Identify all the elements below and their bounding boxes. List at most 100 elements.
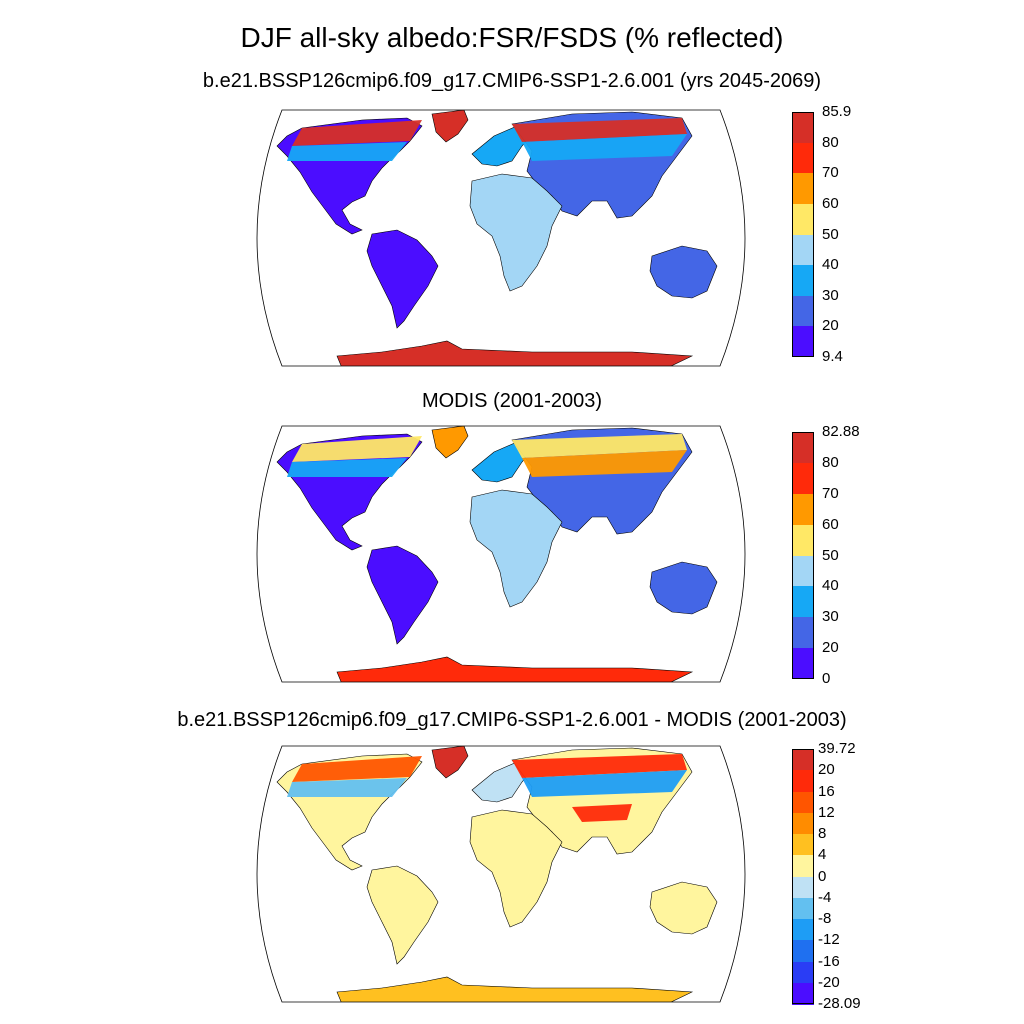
colorbar-swatch [792,940,814,963]
antarctica-region [336,976,694,1002]
colorbar-swatch [792,432,814,463]
colorbar-tick-label: 20 [822,317,839,335]
colorbar-tick-label: 9.4 [822,348,843,365]
colorbar-swatch [792,897,814,920]
high-latitude-band [522,770,687,797]
colorbar-tick-label: 60 [822,515,839,533]
modis-albedo-map [256,425,746,683]
greenland-region [431,110,469,143]
colorbar-tick-label: 16 [818,782,835,800]
europe-region [471,441,533,483]
colorbar-swatch [792,326,814,358]
africa-region [469,489,563,608]
colorbar-tick-label: 20 [822,639,839,657]
high-latitude-band [287,142,407,161]
colorbar-tick-label: 60 [822,194,839,212]
difference-albedo-map [256,745,746,1003]
greenland-region [431,746,469,779]
colorbar-swatch [792,648,814,680]
high-latitude-band [292,120,422,146]
europe-region [471,761,533,803]
map-projection-frame [256,109,746,367]
colorbar-swatch [792,749,814,771]
colorbar-tick-label: 4 [818,846,827,864]
colorbar-swatch [792,982,814,1005]
colorbar-tick-label: 12 [818,803,835,821]
colorbar-tick-label: 70 [822,164,839,182]
colorbar-swatch [792,265,814,297]
colorbar-swatch [792,961,814,984]
colorbar-tick-label: 70 [822,484,839,502]
colorbar-tick-label: 40 [822,256,839,274]
colorbar-swatch [792,203,814,235]
antarctica-region [336,656,694,682]
panel-3-subtitle: b.e21.BSSP126cmip6.f09_g17.CMIP6-SSP1-2.… [177,709,847,731]
colorbar-swatch [792,142,814,174]
colorbar-tick-label: 40 [822,577,839,595]
south-america-region [366,229,439,329]
australia-region [649,881,718,935]
colorbar-swatch [792,617,814,649]
high-latitude-band [287,458,407,477]
colorbar-swatch [792,462,814,494]
colorbar-tick-label: 39.72 [818,740,856,757]
high-latitude-band [522,134,687,161]
europe-region [471,125,533,167]
colorbar-tick-label: 30 [822,286,839,304]
colorbar-tick-label: 80 [822,133,839,151]
colorbar-tick-label: -16 [818,952,840,970]
africa-region [469,173,563,292]
colorbar-swatch [792,555,814,587]
colorbar-swatch [792,295,814,327]
greenland-region [431,426,469,459]
colorbar-tick-label: -8 [818,910,832,927]
colorbar-tick-label: 82.88 [822,423,860,440]
panel-1-subtitle: b.e21.BSSP126cmip6.f09_g17.CMIP6-SSP1-2.… [202,70,822,92]
colorbar-tick-label: 50 [822,225,839,243]
colorbar-swatch [792,173,814,205]
colorbar-tick-label: 0 [822,670,831,687]
antarctica-region [336,340,694,366]
colorbar-swatch [792,834,814,856]
australia-region [649,561,718,615]
colorbar-swatch [792,876,814,899]
colorbar-swatch [792,770,814,793]
colorbar-swatch [792,234,814,266]
figure-title: DJF all-sky albedo:FSR/FSDS (% reflected… [240,22,784,53]
colorbar-tick-label: 0 [818,867,827,885]
colorbar-swatch [792,812,814,835]
colorbar-tick-label: 20 [818,761,835,779]
colorbar-tick-label: -4 [818,888,832,906]
colorbar-swatch [792,855,814,878]
south-america-region [366,545,439,645]
colorbar-tick-label: -12 [818,931,840,949]
colorbar-swatch [792,112,814,143]
panel-2-subtitle: MODIS (2001-2003) [421,390,603,412]
colorbar-tick-label: 30 [822,608,839,626]
high-latitude-band [572,804,632,822]
map-projection-frame [256,745,746,1003]
australia-region [649,245,718,299]
colorbar-swatch [792,524,814,556]
colorbar-tick-label: -28.09 [818,995,861,1012]
colorbar-tick-label: 80 [822,453,839,471]
high-latitude-band [512,754,687,778]
high-latitude-band [512,434,687,458]
colorbar-tick-label: -20 [818,973,840,991]
africa-region [469,809,563,928]
high-latitude-band [287,778,407,797]
map-projection-frame [256,425,746,683]
colorbar-swatch [792,791,814,814]
colorbar-tick-label: 8 [818,825,827,842]
south-america-region [366,865,439,965]
colorbar-tick-label: 85.9 [822,103,852,120]
high-latitude-band [292,756,422,782]
colorbar-swatch [792,493,814,525]
colorbar-tick-label: 50 [822,546,839,564]
colorbar-swatch [792,586,814,618]
high-latitude-band [522,450,687,477]
high-latitude-band [292,436,422,462]
model-albedo-map [256,109,746,367]
high-latitude-band [512,118,687,142]
colorbar-swatch [792,919,814,941]
